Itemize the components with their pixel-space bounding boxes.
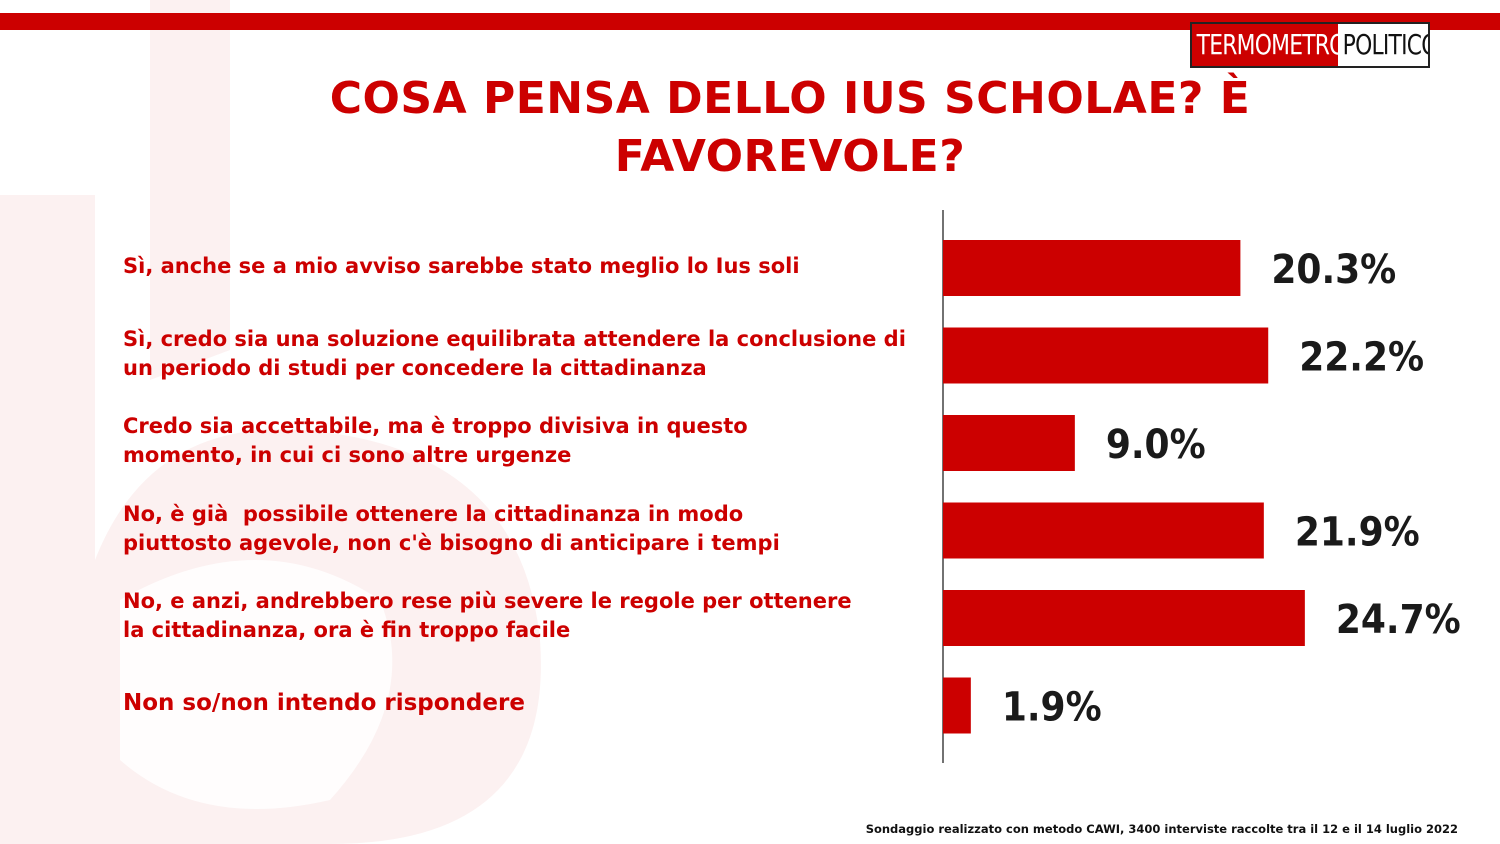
top-stripe [0,13,1500,30]
value-label-1: 20.3% [1271,247,1396,293]
category-label-1: Sì, anche se a mio avviso sarebbe stato … [123,252,923,281]
bar-6 [943,677,971,734]
logo-left-text: TERMOMETRO [1196,28,1338,61]
bar-5 [943,590,1305,646]
value-label-3: 9.0% [1106,422,1206,468]
termometro-politico-logo: TERMOMETRO POLITICO [1190,22,1430,68]
category-label-5-line-2: la cittadinanza, ora è fin troppo facile [123,618,571,642]
background-watermark [0,0,541,844]
category-label-3-line-1: Credo sia accettabile, ma è troppo divis… [123,414,748,438]
chart-title-line-1: COSA PENSA DELLO IUS SCHOLAE? È [329,73,1251,124]
footnote: Sondaggio realizzato con metodo CAWI, 34… [865,822,1458,836]
logo-right-text: POLITICO [1342,28,1428,61]
category-label-5: No, e anzi, andrebbero rese più severe l… [123,587,923,645]
category-label-2-line-2: un periodo di studi per concedere la cit… [123,355,707,380]
value-label-2: 22.2% [1299,335,1424,381]
chart-title: COSA PENSA DELLO IUS SCHOLAE? È FAVOREVO… [180,70,1400,186]
chart-title-line-2: FAVOREVOLE? [614,131,966,182]
bar-chart: 20.3% 22.2% 9.0% 21.9% 24.7% 1.9% [942,210,1461,763]
category-label-2-line-1: Sì, credo sia una soluzione equilibrata … [123,326,906,351]
bar-4 [943,502,1264,559]
category-label-6: Non so/non intendo rispondere [123,689,923,718]
category-label-1-line-1: Sì, anche se a mio avviso sarebbe stato … [123,253,800,278]
bar-3 [943,415,1075,471]
value-label-4: 21.9% [1295,510,1420,556]
bar-2 [943,327,1269,384]
category-label-4-line-2: piuttosto agevole, non c'è bisogno di an… [123,530,780,555]
bar-1 [943,240,1241,296]
category-label-5-line-1: No, e anzi, andrebbero rese più severe l… [123,589,852,613]
category-label-3-line-2: momento, in cui ci sono altre urgenze [123,443,572,467]
category-label-4: No, è già possibile ottenere la cittadin… [123,500,923,558]
value-label-6: 1.9% [1002,685,1102,731]
category-label-4-line-1: No, è già possibile ottenere la cittadin… [123,501,744,526]
value-label-5: 24.7% [1336,597,1461,643]
category-label-3: Credo sia accettabile, ma è troppo divis… [123,412,923,470]
category-label-2: Sì, credo sia una soluzione equilibrata … [123,325,923,383]
category-label-6-line-1: Non so/non intendo rispondere [123,690,525,716]
